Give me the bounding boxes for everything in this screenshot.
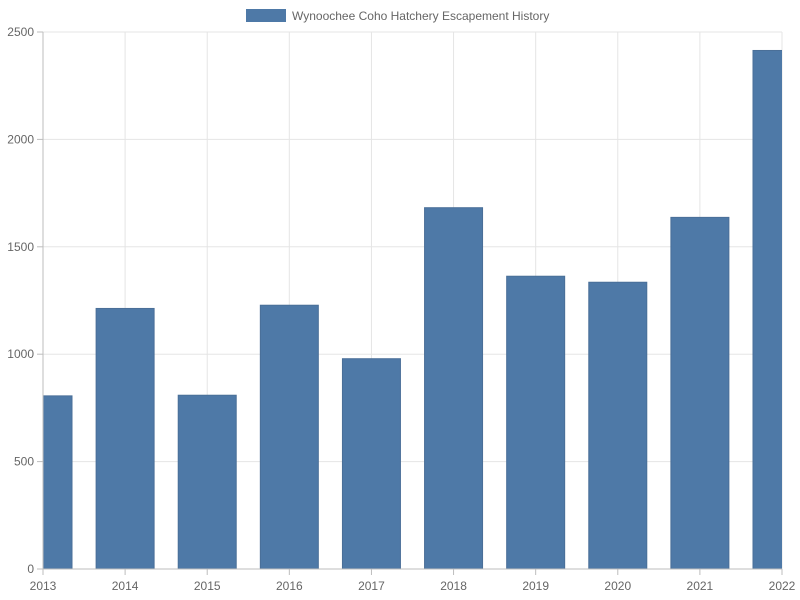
x-tick-label: 2022 [769,579,796,593]
y-tick-label: 2500 [7,25,34,39]
y-tick-label: 500 [14,455,34,469]
bars [14,49,800,569]
bar-2014[interactable] [95,307,155,569]
bar-2019[interactable] [506,275,566,569]
x-tick-label: 2013 [30,579,57,593]
x-tick-label: 2021 [687,579,714,593]
bar-2022[interactable] [752,49,800,569]
bar-2016[interactable] [259,304,319,569]
bar-2015[interactable] [177,394,237,569]
legend-label[interactable]: Wynoochee Coho Hatchery Escapement Histo… [292,9,549,23]
bar-2017[interactable] [341,358,401,569]
x-tick-label: 2017 [358,579,385,593]
legend-swatch[interactable] [246,9,286,22]
y-tick-label: 1000 [7,347,34,361]
bar-2020[interactable] [588,281,648,569]
bar-2018[interactable] [424,207,484,569]
x-tick-label: 2014 [112,579,139,593]
x-tick-label: 2015 [194,579,221,593]
x-tick-label: 2020 [604,579,631,593]
y-tick-label: 2000 [7,132,34,146]
y-tick-label: 0 [27,562,34,576]
legend[interactable]: Wynoochee Coho Hatchery Escapement Histo… [246,9,549,23]
bar-2021[interactable] [670,216,730,569]
y-tick-label: 1500 [7,240,34,254]
x-tick-label: 2018 [440,579,467,593]
y-axis-tick-labels: 0 500 1000 1500 2000 2500 [7,25,43,576]
x-tick-label: 2019 [522,579,549,593]
x-axis-tick-labels: 2013 2014 2015 2016 2017 2018 2019 2020 2021 2022 [30,569,796,593]
x-tick-label: 2016 [276,579,303,593]
bar-2013[interactable] [14,395,73,569]
axes [42,32,782,570]
